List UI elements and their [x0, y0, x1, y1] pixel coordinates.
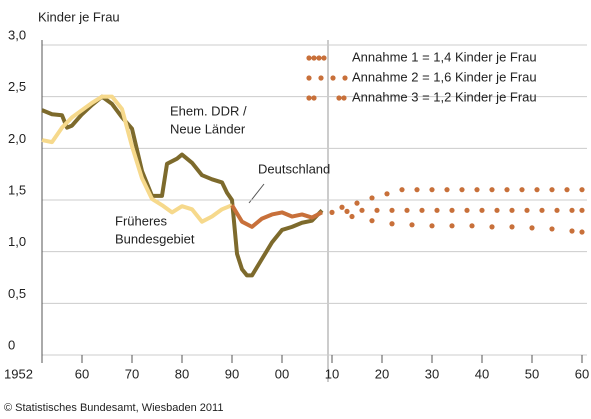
- x-tick-label: 30: [425, 366, 439, 381]
- legend-label: Annahme 2 = 1,6 Kinder je Frau: [352, 69, 537, 84]
- forecast-dot: [349, 213, 355, 220]
- annotation: Neue Länder: [170, 121, 246, 136]
- forecast-dot: [404, 207, 410, 213]
- forecast-dot: [524, 207, 530, 213]
- forecast-dot: [449, 207, 455, 213]
- forecast-dot: [339, 204, 345, 210]
- y-axis-label: Kinder je Frau: [38, 9, 120, 24]
- x-tick-label: 00: [275, 366, 289, 381]
- forecast-dot: [534, 187, 540, 193]
- forecast-dot: [434, 207, 440, 213]
- forecast-dot: [549, 187, 555, 193]
- legend-marker: [316, 55, 322, 61]
- x-tick-label: 50: [525, 366, 539, 381]
- forecast-dot: [539, 207, 545, 213]
- forecast-dot: [344, 208, 350, 214]
- forecast-dot: [569, 228, 575, 234]
- forecast-dot: [509, 207, 515, 213]
- forecast-dot: [504, 187, 510, 193]
- series-line: [41, 94, 324, 278]
- x-tick-label: 40: [475, 366, 489, 381]
- forecast-dot: [489, 187, 495, 193]
- forecast-dot: [359, 207, 365, 213]
- y-tick-label: 2,0: [8, 131, 26, 146]
- forecast-dot: [529, 225, 535, 231]
- forecast-dot: [509, 224, 515, 230]
- legend-marker: [306, 55, 312, 61]
- forecast-dot: [564, 187, 570, 193]
- forecast-dot: [444, 187, 450, 193]
- legend-marker: [318, 75, 324, 81]
- y-tick-label: 0,5: [8, 286, 26, 301]
- legend-marker: [321, 55, 327, 61]
- forecast-dot: [329, 209, 335, 215]
- forecast-dot: [384, 191, 390, 197]
- forecast-dot: [579, 187, 585, 193]
- x-tick-label: 60: [575, 366, 589, 381]
- series-line: [230, 204, 323, 229]
- series-line: [41, 94, 233, 224]
- legend-marker: [311, 55, 317, 61]
- annotation: Deutschland: [258, 161, 330, 176]
- forecast-dot: [429, 187, 435, 193]
- source: © Statistisches Bundesamt, Wiesbaden 201…: [4, 402, 223, 414]
- forecast-dot: [374, 207, 380, 213]
- x-tick-label: 60: [75, 366, 89, 381]
- forecast-dot: [474, 187, 480, 193]
- y-tick-label: 1,5: [8, 182, 26, 197]
- y-tick-label: 3,0: [8, 27, 26, 42]
- forecast-dot: [399, 187, 405, 193]
- forecast-dot: [479, 207, 485, 213]
- forecast-dot: [354, 200, 360, 206]
- legend-marker: [341, 95, 347, 101]
- forecast-dot: [449, 223, 455, 229]
- legend-marker: [306, 75, 312, 81]
- forecast-dot: [579, 229, 585, 235]
- y-tick-label: 0: [8, 337, 15, 352]
- forecast-dot: [414, 187, 420, 193]
- x-tick-label: 90: [225, 366, 239, 381]
- legend-marker: [306, 95, 312, 101]
- forecast-dot: [519, 187, 525, 193]
- y-tick-label: 1,0: [8, 234, 26, 249]
- forecast-dot: [459, 187, 465, 193]
- legend-marker: [311, 95, 317, 101]
- legend-marker: [330, 75, 336, 81]
- y-tick-label: 2,5: [8, 79, 26, 94]
- forecast-dot: [469, 223, 475, 229]
- legend-marker: [342, 75, 348, 81]
- forecast-dot: [369, 218, 375, 224]
- legend-marker: [336, 95, 342, 101]
- annotation: Bundesgebiet: [115, 231, 195, 246]
- forecast-dot: [389, 207, 395, 213]
- forecast-dot: [464, 207, 470, 213]
- legend-label: Annahme 3 = 1,2 Kinder je Frau: [352, 89, 537, 104]
- annotation: Früheres: [115, 213, 168, 228]
- x-tick-label: 80: [175, 366, 189, 381]
- forecast-dot: [489, 224, 495, 230]
- x-tick-label: 70: [125, 366, 139, 381]
- annotation: Ehem. DDR /: [170, 103, 247, 118]
- forecast-dot: [369, 195, 375, 201]
- forecast-dot: [409, 222, 415, 228]
- forecast-dot: [569, 207, 575, 213]
- x-tick-label: 10: [325, 366, 339, 381]
- x-tick-label: 20: [375, 366, 389, 381]
- forecast-dot: [389, 221, 395, 227]
- forecast-dot: [554, 207, 560, 213]
- forecast-dot: [429, 223, 435, 229]
- forecast-dot: [549, 226, 555, 232]
- legend-label: Annahme 1 = 1,4 Kinder je Frau: [352, 49, 537, 64]
- forecast-dot: [494, 207, 500, 213]
- forecast-dot: [579, 207, 585, 213]
- forecast-dot: [419, 207, 425, 213]
- x-tick-label: 1952: [4, 366, 33, 381]
